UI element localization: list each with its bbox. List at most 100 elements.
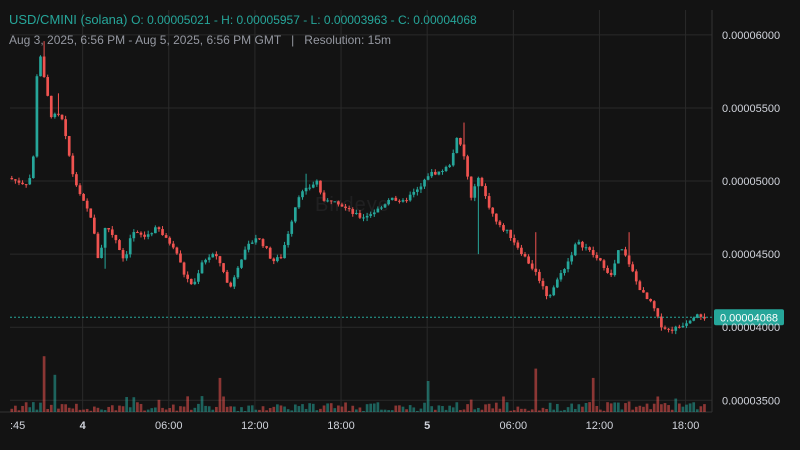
candle-body [21,182,24,185]
volume-bar [512,410,516,412]
volume-bar [67,407,71,412]
volume-bar [362,410,365,412]
candle-body [247,243,251,250]
candle-body [599,258,602,261]
candle-body [132,232,136,239]
candle-body [125,254,128,259]
candle-body [459,137,462,145]
volume-bar [136,402,139,412]
volume-bar [423,402,426,412]
volume-bar [451,407,455,412]
volume-bar [555,403,559,412]
candle-body [121,250,125,259]
volume-bar [534,368,538,412]
candle-body [527,256,530,264]
volume-bar [566,407,570,412]
candle-body [46,77,50,96]
volume-bar [304,408,308,412]
candle-body [261,239,265,247]
candle-body [139,232,143,235]
volume-bar [354,409,358,412]
volume-bar [319,408,322,412]
candle-body [437,171,441,175]
volume-bar [39,402,42,412]
volume-bar [333,408,337,412]
candle-body [545,286,548,297]
candle-body [419,186,423,190]
candle-body [642,290,645,293]
volume-bar [293,404,297,412]
candle-body [358,212,362,218]
candle-body [613,263,617,276]
volume-bars [10,356,706,412]
volume-bar [229,406,233,412]
candle-body [494,213,498,222]
volume-bar [634,406,638,412]
candle-body [462,144,466,157]
y-tick-label: 0.00004000 [722,322,780,334]
volume-bar [430,406,434,412]
volume-bar [595,406,599,412]
candle-body [232,277,236,287]
volume-bar [301,404,304,412]
candle-body [451,152,455,166]
volume-bar [591,377,595,412]
volume-bar [272,406,276,412]
volume-bar [358,407,362,412]
volume-bar [161,407,164,412]
volume-bar [103,410,107,412]
candle-body [100,247,103,259]
volume-bar [520,408,523,412]
volume-bar [265,410,268,412]
candle-body [667,328,670,330]
candle-body [372,212,376,215]
volume-bar [444,409,448,412]
candle-body [39,56,42,77]
chart-legend-range: Aug 3, 2025, 6:56 PM - Aug 5, 2025, 6:56… [9,33,391,47]
volume-bar [114,410,118,412]
candle-body [606,267,609,273]
candle-body [301,191,304,198]
volume-bar [681,406,685,412]
candle-body [455,137,459,153]
candle-body [128,238,132,255]
volume-bar [118,405,121,412]
candle-body [512,238,516,243]
candle-body [193,281,197,285]
candle-body [602,260,606,268]
volume-bar [656,396,660,412]
candle-body [333,201,337,203]
candle-body [376,208,380,213]
candle-body [552,287,556,296]
volume-bar [258,409,261,412]
candle-body [670,329,674,331]
candle-body [430,171,434,177]
candle-body [416,189,419,192]
volume-bar [128,407,132,412]
volume-bar [616,402,620,412]
volume-bar [268,408,272,412]
volume-bar [416,410,419,412]
x-tick-label: :45 [10,420,25,432]
volume-bar [175,410,179,412]
volume-bar [344,402,347,412]
candle-body [365,215,369,218]
candle-body [24,184,28,186]
volume-bar [290,410,294,412]
volume-bar [376,402,380,412]
volume-bar [484,404,487,412]
volume-bar [380,409,383,412]
candle-body [595,255,599,259]
x-tick-label: 4 [80,420,87,432]
candle-body [369,214,373,216]
volume-bar [660,404,663,412]
candle-body [49,95,53,118]
volume-bar [469,399,473,412]
candle-body [42,56,46,78]
volume-bar [21,405,24,412]
candle-body [555,279,559,288]
volume-bar [703,404,706,412]
volume-bar [401,406,405,412]
volume-bar [207,406,211,412]
